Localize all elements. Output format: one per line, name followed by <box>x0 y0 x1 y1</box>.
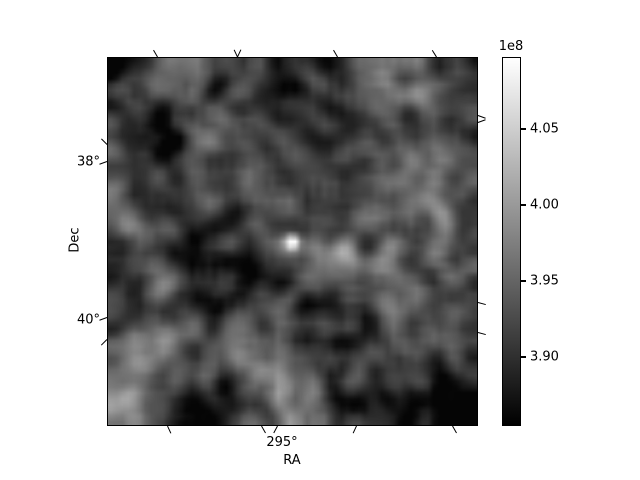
plot-area <box>107 57 478 426</box>
axis-tick-mark <box>353 425 358 434</box>
axis-tick-mark <box>99 317 108 322</box>
axis-tick-mark <box>477 332 486 336</box>
axis-tick-mark <box>452 425 458 434</box>
colorbar <box>502 57 521 426</box>
axis-tick-mark <box>167 425 172 434</box>
axis-tick-mark <box>99 161 108 166</box>
colorbar-tick-label-400: 4.00 <box>530 197 559 213</box>
colorbar-scale-label: 1e8 <box>498 39 524 54</box>
x-axis-label: RA <box>283 453 301 468</box>
axis-tick-mark <box>477 302 486 306</box>
x-tick-label-295: 295° <box>266 435 298 450</box>
y-axis-label: Dec <box>67 227 83 253</box>
colorbar-tick-label-405: 4.05 <box>530 121 559 137</box>
colorbar-tick-label-390: 3.90 <box>530 349 559 365</box>
axis-tick-mark <box>261 425 267 434</box>
y-tick-label-40: 40° <box>76 312 100 328</box>
sky-image-canvas <box>108 58 477 425</box>
colorbar-tick-label-395: 3.95 <box>530 273 559 289</box>
colorbar-tick-mark <box>521 280 526 282</box>
colorbar-tick-mark <box>521 356 526 358</box>
colorbar-tick-mark <box>521 128 526 130</box>
axis-tick-mark <box>477 119 486 124</box>
colorbar-tick-mark <box>521 204 526 206</box>
axis-tick-mark <box>273 425 279 434</box>
y-tick-label-38: 38° <box>76 154 100 170</box>
